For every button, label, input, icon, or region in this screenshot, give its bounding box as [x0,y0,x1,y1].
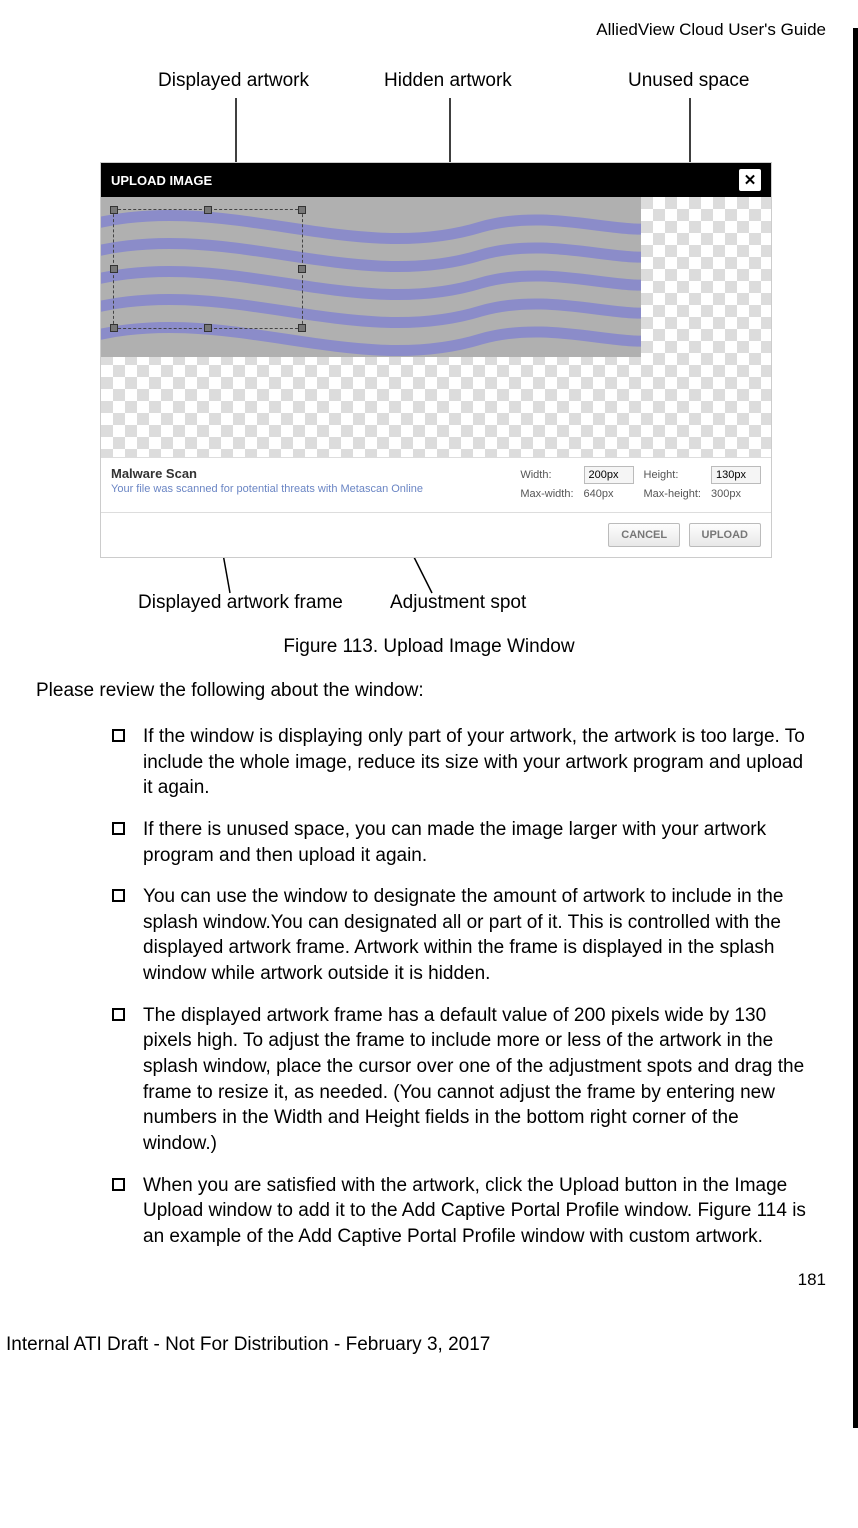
maxheight-label: Max-height: [644,488,701,500]
bullet-text: The displayed artwork frame has a defaul… [143,1003,806,1157]
footer-text: Internal ATI Draft - Not For Distributio… [0,1334,858,1356]
adjustment-spot[interactable] [298,206,306,214]
header-title: AlliedView Cloud User's Guide [32,20,826,40]
dialog-titlebar: UPLOAD IMAGE ✕ [101,163,771,197]
label-displayed-artwork: Displayed artwork [158,70,309,92]
list-item: If there is unused space, you can made t… [112,817,806,868]
adjustment-spot[interactable] [298,324,306,332]
intro-text: Please review the following about the wi… [36,680,826,702]
page-number: 181 [32,1270,826,1290]
bullet-text: If the window is displaying only part of… [143,724,806,801]
figure-caption: Figure 113. Upload Image Window [32,636,826,658]
displayed-artwork-frame[interactable] [113,209,303,329]
close-button[interactable]: ✕ [739,169,761,191]
adjustment-spot[interactable] [298,265,306,273]
list-item: The displayed artwork frame has a defaul… [112,1003,806,1157]
malware-subtitle: Your file was scanned for potential thre… [111,483,520,495]
width-label: Width: [520,469,573,481]
list-item: You can use the window to designate the … [112,884,806,987]
maxheight-value: 300px [711,488,761,500]
upload-button[interactable]: UPLOAD [689,523,761,547]
canvas-area [101,197,771,457]
height-label: Height: [644,469,701,481]
adjustment-spot[interactable] [110,206,118,214]
dialog-buttons: CANCEL UPLOAD [101,512,771,557]
adjustment-spot[interactable] [110,324,118,332]
bullet-icon [112,1178,125,1191]
cancel-button[interactable]: CANCEL [608,523,680,547]
bullet-icon [112,729,125,742]
bullet-text: If there is unused space, you can made t… [143,817,806,868]
malware-title: Malware Scan [111,466,520,481]
height-field[interactable] [711,466,761,484]
label-displayed-artwork-frame: Displayed artwork frame [138,592,343,614]
bullet-text: When you are satisfied with the artwork,… [143,1173,806,1250]
adjustment-spot[interactable] [110,265,118,273]
upload-image-dialog: UPLOAD IMAGE ✕ [100,162,772,558]
bullet-text: You can use the window to designate the … [143,884,806,987]
list-item: If the window is displaying only part of… [112,724,806,801]
bullet-icon [112,889,125,902]
maxwidth-value: 640px [584,488,634,500]
bullet-icon [112,822,125,835]
adjustment-spot[interactable] [204,206,212,214]
dialog-title: UPLOAD IMAGE [111,173,212,188]
malware-row: Malware Scan Your file was scanned for p… [101,457,771,512]
adjustment-spot[interactable] [204,324,212,332]
width-field[interactable] [584,466,634,484]
bullet-list: If the window is displaying only part of… [112,724,806,1250]
list-item: When you are satisfied with the artwork,… [112,1173,806,1250]
dimensions-panel: Width: Height: Max-width: 640px Max-heig… [520,466,761,500]
figure-area: Displayed artwork Hidden artwork Unused … [32,70,826,630]
label-unused-space: Unused space [628,70,749,92]
bullet-icon [112,1008,125,1021]
label-hidden-artwork: Hidden artwork [384,70,512,92]
label-adjustment-spot: Adjustment spot [390,592,526,614]
maxwidth-label: Max-width: [520,488,573,500]
